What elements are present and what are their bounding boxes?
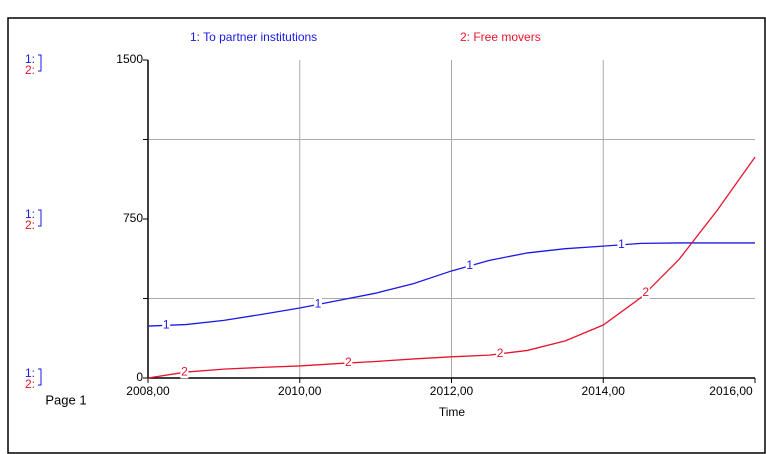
line-marker: 1 bbox=[618, 237, 625, 251]
line-marker: 1 bbox=[315, 297, 322, 311]
axis-key-bracket bbox=[38, 54, 42, 72]
line-marker: 1 bbox=[163, 318, 170, 332]
marker-bg bbox=[617, 237, 626, 251]
x-tick-label: 2016,00 bbox=[709, 384, 753, 398]
series-line bbox=[147, 242, 755, 327]
x-tick-label: 2010,00 bbox=[278, 384, 322, 398]
series-line bbox=[147, 156, 756, 379]
marker-bg bbox=[496, 346, 505, 360]
marker-bg bbox=[641, 285, 650, 299]
marker-bg bbox=[162, 318, 171, 332]
y-tick-label: 750 bbox=[123, 211, 143, 225]
marker-bg bbox=[313, 297, 322, 311]
axis-key-bracket bbox=[38, 209, 42, 227]
x-tick-label: 2012,00 bbox=[430, 384, 474, 398]
axis-key: 2: bbox=[25, 377, 35, 391]
line-marker: 2 bbox=[642, 285, 649, 299]
axis-key: 2: bbox=[25, 218, 35, 232]
line-marker: 2 bbox=[345, 355, 352, 369]
x-tick-label: 2008,00 bbox=[126, 384, 170, 398]
axis-key: 1: bbox=[25, 207, 35, 221]
line-marker: 2 bbox=[181, 364, 188, 378]
marker-bg bbox=[180, 365, 189, 379]
axis-key-bracket bbox=[38, 368, 42, 386]
window-frame bbox=[7, 17, 766, 454]
line-marker: 2 bbox=[497, 346, 504, 360]
x-tick-label: 2014,00 bbox=[582, 384, 626, 398]
page-label: Page 1 bbox=[45, 392, 86, 407]
x-axis-label: Time bbox=[439, 405, 466, 419]
legend-entry: 1: To partner institutions bbox=[190, 30, 317, 44]
marker-bg bbox=[465, 258, 474, 272]
y-tick-label: 1500 bbox=[116, 52, 143, 66]
axis-key: 1: bbox=[25, 52, 35, 66]
legend-entry: 2: Free movers bbox=[460, 30, 541, 44]
marker-bg bbox=[344, 355, 353, 369]
axis-key: 2: bbox=[25, 63, 35, 77]
line-marker: 1 bbox=[466, 258, 473, 272]
axis-key: 1: bbox=[25, 366, 35, 380]
y-tick-label: 0 bbox=[136, 370, 143, 384]
